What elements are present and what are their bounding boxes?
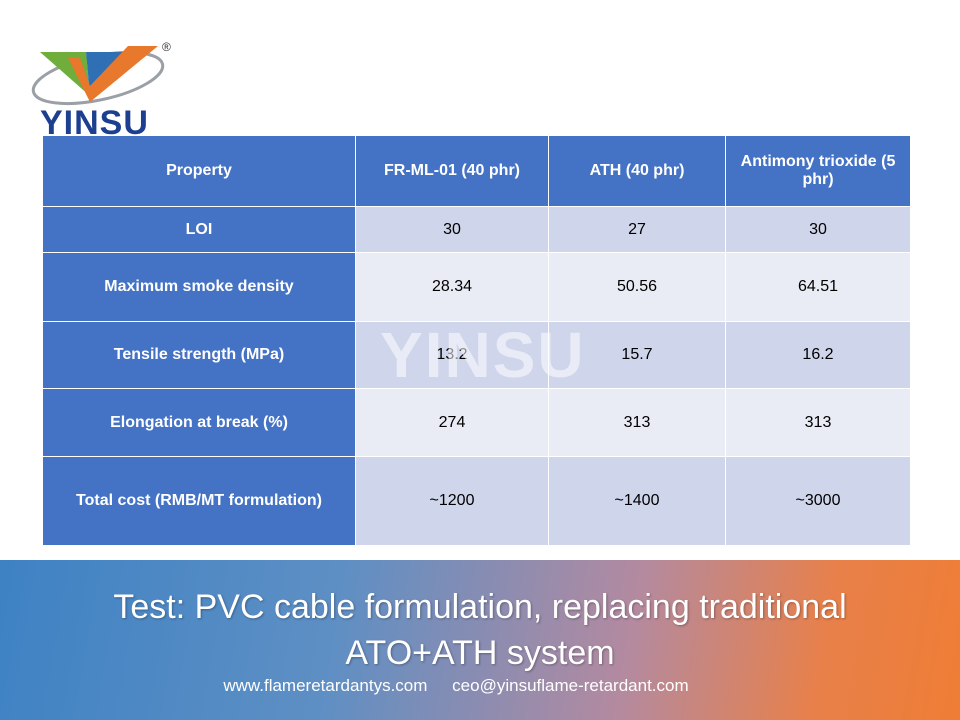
column-header: FR-ML-01 (40 phr) [355, 135, 549, 207]
slide-title: Test: PVC cable formulation, replacing t… [113, 588, 847, 672]
logo-icon [31, 46, 165, 106]
cell: 27 [548, 206, 726, 253]
cell: 15.7 [548, 321, 726, 389]
header-row: Property FR-ML-01 (40 phr) ATH (40 phr) Ant… [42, 135, 911, 207]
table-row: Maximum smoke density 28.34 50.56 64.51 [42, 252, 911, 322]
column-header: Property [42, 135, 356, 207]
row-label: Maximum smoke density [42, 252, 356, 322]
table-row: LOI 30 27 30 [42, 206, 911, 253]
logo-registered-mark: ® [162, 40, 171, 54]
row-label: LOI [42, 206, 356, 253]
cell: 50.56 [548, 252, 726, 322]
website: www.flameretardantys.com [223, 676, 428, 695]
cell: ~1200 [355, 456, 549, 546]
cell: 274 [355, 388, 549, 457]
cell: 16.2 [725, 321, 911, 389]
cell: 30 [355, 206, 549, 253]
email: ceo@yinsuflame-retardant.com [452, 676, 689, 695]
cell: 313 [725, 388, 911, 457]
cell: 64.51 [725, 252, 911, 322]
table-row: Elongation at break (%) 274 313 313 [42, 388, 911, 457]
watermark: YINSU [380, 319, 586, 391]
cell: 313 [548, 388, 726, 457]
row-label: Total cost (RMB/MT formulation) [42, 456, 356, 546]
column-header: Antimony trioxide (5 phr) [725, 135, 911, 207]
contact-line: www.flameretardantys.com ceo@yinsuflame-… [0, 676, 912, 696]
column-header: ATH (40 phr) [548, 135, 726, 207]
cell: ~3000 [725, 456, 911, 546]
row-label: Tensile strength (MPa) [42, 321, 356, 389]
cell: 13.2 [355, 321, 549, 389]
cell: 30 [725, 206, 911, 253]
cell: 28.34 [355, 252, 549, 322]
footer-band: Test: PVC cable formulation, replacing t… [0, 560, 960, 720]
cell: ~1400 [548, 456, 726, 546]
table-row: Total cost (RMB/MT formulation) ~1200 ~140… [42, 456, 911, 546]
data-table: Property FR-ML-01 (40 phr) ATH (40 phr) Ant… [42, 135, 911, 546]
row-label: Elongation at break (%) [42, 388, 356, 457]
